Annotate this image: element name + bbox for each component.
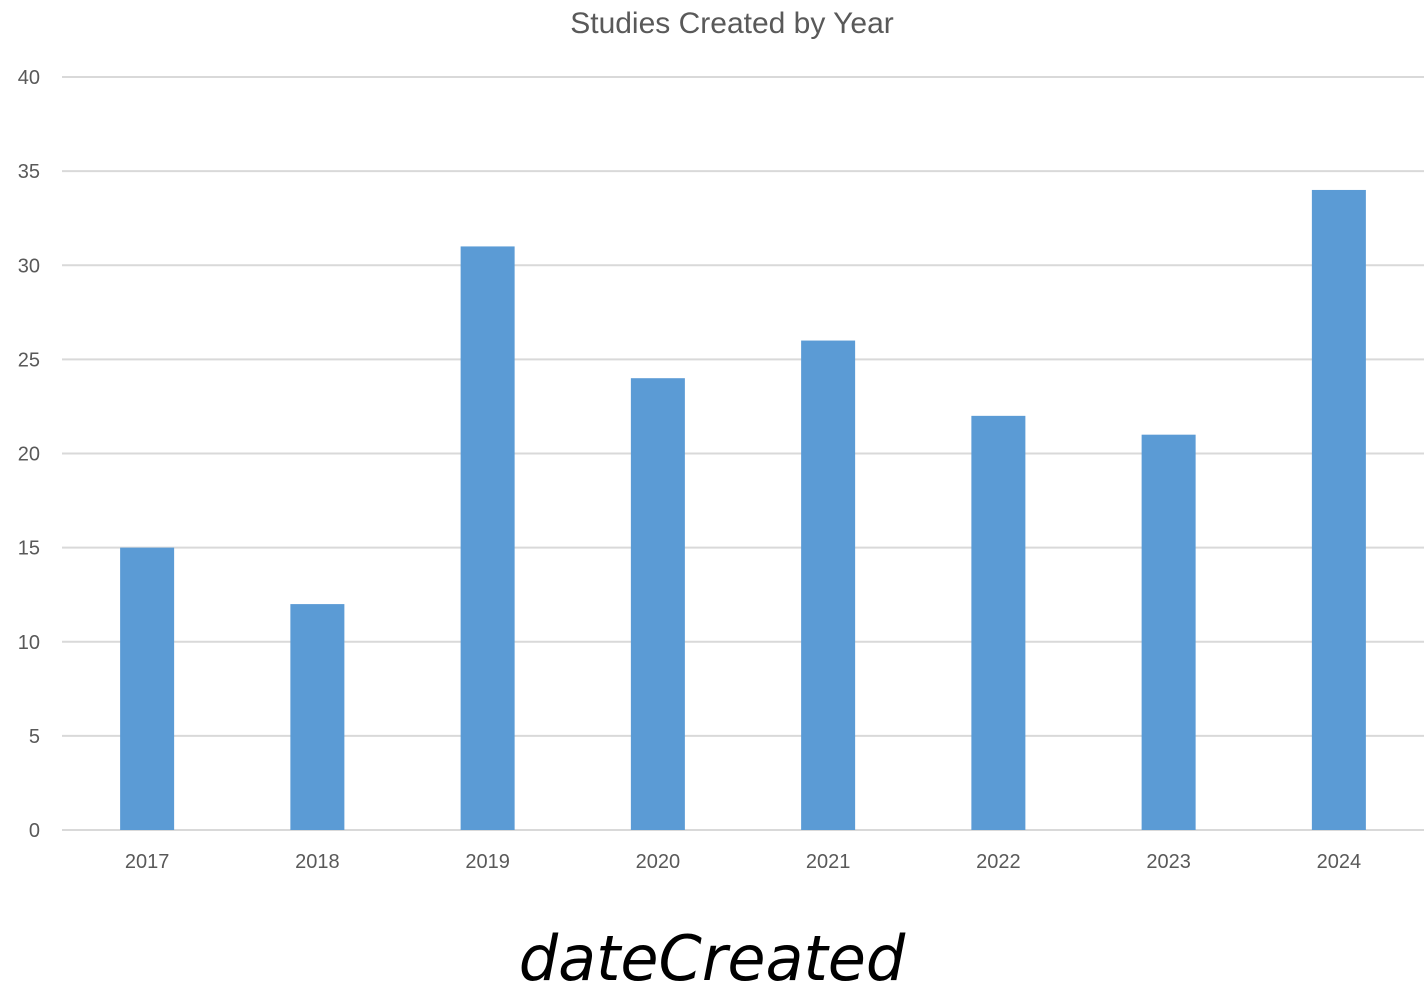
bar-2023 xyxy=(1141,434,1196,830)
x-tick-label: 2019 xyxy=(465,851,510,873)
x-tick-label: 2020 xyxy=(636,851,681,873)
x-tick-label: 2024 xyxy=(1317,851,1362,873)
x-tick-label: 2021 xyxy=(806,851,851,873)
bar-2022 xyxy=(971,415,1026,830)
y-tick-label: 20 xyxy=(18,444,40,466)
y-tick-label: 10 xyxy=(18,632,40,654)
y-tick-label: 35 xyxy=(18,161,40,183)
y-tick-label: 30 xyxy=(18,255,40,277)
y-tick-label: 25 xyxy=(18,349,40,371)
bar-2020 xyxy=(630,378,685,830)
x-tick-label: 2023 xyxy=(1146,851,1191,873)
y-tick-label: 0 xyxy=(29,820,40,842)
x-axis-ticks: 2017 2018 2019 2020 2021 2022 2023 2024 xyxy=(125,851,1361,873)
y-tick-label: 5 xyxy=(29,726,40,748)
bar-2018 xyxy=(290,604,345,830)
y-tick-label: 15 xyxy=(18,538,40,560)
x-tick-label: 2018 xyxy=(295,851,340,873)
bar-2021 xyxy=(801,340,856,830)
bar-2019 xyxy=(460,246,515,831)
y-axis-ticks: 0 5 10 15 20 25 30 35 40 xyxy=(18,67,40,842)
y-tick-label: 40 xyxy=(18,67,40,89)
bar-chart: Studies Created by Year 0 5 10 15 20 25 30 35 40… xyxy=(18,7,1424,873)
bars xyxy=(120,189,1366,831)
caption: dateCreated xyxy=(518,922,906,995)
bar-2024 xyxy=(1311,189,1366,830)
x-tick-label: 2017 xyxy=(125,851,170,873)
chart-title: Studies Created by Year xyxy=(570,7,894,40)
bar-2017 xyxy=(120,547,175,830)
gridlines xyxy=(62,76,1424,831)
x-tick-label: 2022 xyxy=(976,851,1021,873)
